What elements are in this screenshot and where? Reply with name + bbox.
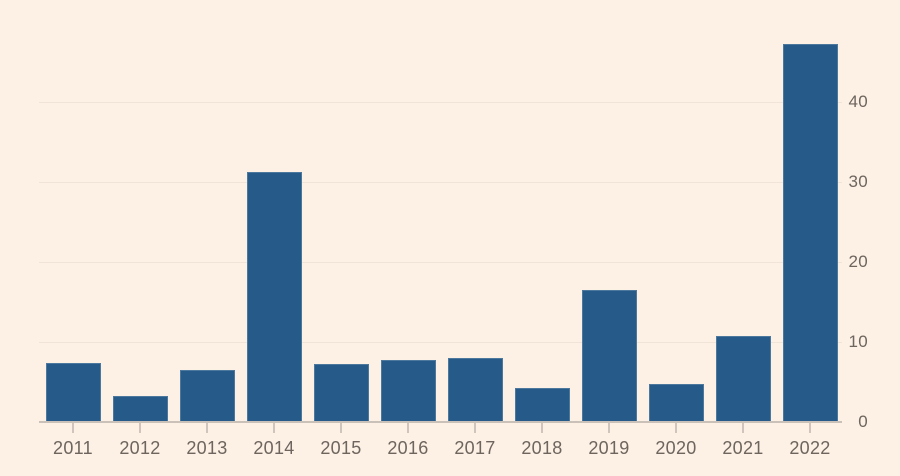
gridline-30 (39, 182, 842, 183)
x-axis-label: 2013 (186, 438, 228, 458)
gridline-20 (39, 262, 842, 263)
bar-2013 (179, 370, 235, 422)
bar-2021 (715, 336, 771, 422)
x-axis-label: 2012 (119, 438, 161, 458)
x-tick-2015 (340, 422, 342, 433)
bar-2015 (313, 364, 369, 422)
x-tick-2018 (541, 422, 543, 433)
x-tick-2014 (273, 422, 275, 433)
x-axis-label: 2021 (722, 438, 764, 458)
bar-2017 (447, 358, 503, 422)
x-tick-2016 (407, 422, 409, 433)
x-axis-label: 2019 (588, 438, 630, 458)
x-tick-2019 (608, 422, 610, 433)
x-axis-label: 2016 (387, 438, 429, 458)
gridline-40 (39, 102, 842, 103)
x-tick-2021 (742, 422, 744, 433)
bar-2014 (246, 172, 302, 422)
y-axis-label: 10 (848, 332, 868, 351)
y-axis-label: 0 (858, 412, 868, 431)
bar-2018 (514, 388, 570, 422)
x-tick-2017 (474, 422, 476, 433)
bar-2022 (782, 44, 838, 422)
x-tick-2011 (72, 422, 74, 433)
x-axis-label: 2015 (320, 438, 362, 458)
x-axis-label: 2022 (789, 438, 831, 458)
gridline-10 (39, 342, 842, 343)
x-axis-label: 2011 (53, 438, 93, 458)
bar-2011 (45, 363, 101, 422)
bar-2019 (581, 290, 637, 422)
y-axis-label: 40 (848, 92, 868, 111)
y-axis-label: 30 (848, 172, 868, 191)
bar-2012 (112, 396, 168, 422)
x-axis-label: 2014 (253, 438, 295, 458)
x-tick-2012 (139, 422, 141, 433)
x-axis-line (39, 421, 842, 423)
x-axis-label: 2020 (655, 438, 697, 458)
bar-2016 (380, 360, 436, 422)
bar-2020 (648, 384, 704, 422)
x-axis-label: 2017 (454, 438, 496, 458)
x-axis-label: 2018 (521, 438, 563, 458)
x-tick-2013 (206, 422, 208, 433)
y-axis-label: 20 (848, 252, 868, 271)
x-tick-2020 (675, 422, 677, 433)
x-tick-2022 (809, 422, 811, 433)
